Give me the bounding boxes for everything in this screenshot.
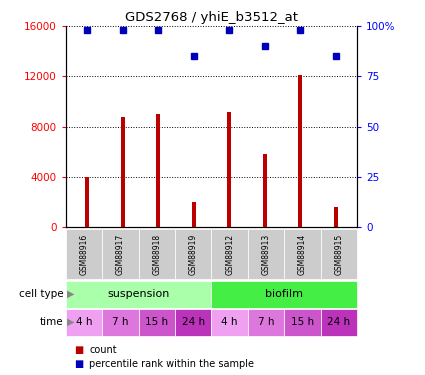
Title: GDS2768 / yhiE_b3512_at: GDS2768 / yhiE_b3512_at: [125, 11, 298, 24]
Bar: [298, 75, 302, 227]
Text: GSM88918: GSM88918: [152, 234, 162, 274]
Text: GSM88913: GSM88913: [261, 233, 271, 274]
Text: biofilm: biofilm: [265, 289, 303, 299]
Text: GSM88919: GSM88919: [189, 233, 198, 274]
Text: GSM88916: GSM88916: [79, 233, 88, 274]
Text: GSM88917: GSM88917: [116, 233, 125, 274]
Text: ▶: ▶: [67, 289, 74, 299]
Text: ▶: ▶: [67, 317, 74, 327]
Bar: [192, 202, 196, 227]
Text: 7 h: 7 h: [112, 317, 129, 327]
Text: GSM88914: GSM88914: [298, 233, 307, 274]
Text: 24 h: 24 h: [181, 317, 205, 327]
Bar: [85, 177, 89, 227]
Text: GSM88912: GSM88912: [225, 234, 234, 274]
Text: 7 h: 7 h: [258, 317, 274, 327]
Bar: [156, 114, 160, 227]
Text: GSM88915: GSM88915: [334, 233, 343, 274]
Text: ■: ■: [74, 359, 84, 369]
Text: cell type: cell type: [19, 289, 64, 299]
Text: 24 h: 24 h: [327, 317, 350, 327]
Text: count: count: [89, 345, 117, 355]
Text: time: time: [40, 317, 64, 327]
Bar: [227, 111, 231, 227]
Bar: [121, 117, 125, 227]
Bar: [334, 207, 338, 227]
Text: percentile rank within the sample: percentile rank within the sample: [89, 359, 254, 369]
Text: 15 h: 15 h: [145, 317, 168, 327]
Bar: [263, 154, 267, 227]
Text: suspension: suspension: [108, 289, 170, 299]
Text: 15 h: 15 h: [291, 317, 314, 327]
Text: ■: ■: [74, 345, 84, 355]
Text: 4 h: 4 h: [76, 317, 92, 327]
Text: 4 h: 4 h: [221, 317, 238, 327]
